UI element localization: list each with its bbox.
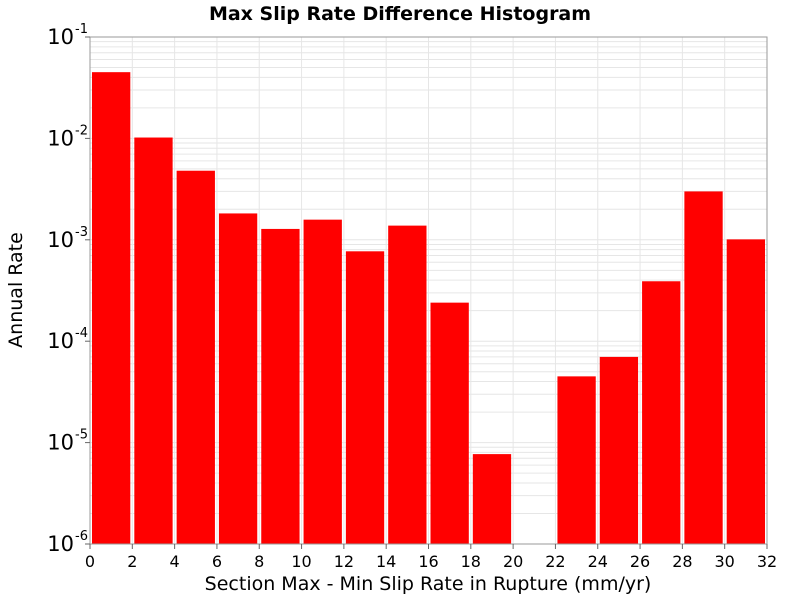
bar — [345, 251, 385, 544]
x-tick-label: 14 — [376, 552, 396, 571]
bar — [92, 72, 131, 545]
x-axis-label: Section Max - Min Slip Rate in Rupture (… — [205, 573, 652, 595]
y-tick-label: 10 — [47, 126, 74, 150]
x-tick-label: 12 — [334, 552, 354, 571]
x-tick-label: 28 — [672, 552, 692, 571]
bar — [557, 376, 596, 544]
x-tick-label: 32 — [757, 552, 777, 571]
y-axis-label: Annual Rate — [5, 232, 27, 348]
x-tick-label: 6 — [212, 552, 222, 571]
x-tick-label: 4 — [170, 552, 180, 571]
y-axis-ticks: 10-610-510-410-310-210-1 — [47, 22, 90, 556]
bar — [303, 219, 342, 544]
y-tick-label: 10 — [47, 431, 74, 455]
bar — [388, 225, 427, 544]
x-tick-label: 8 — [254, 552, 264, 571]
bars — [92, 72, 765, 545]
bar — [430, 302, 469, 544]
bar — [134, 137, 173, 544]
x-tick-label: 20 — [503, 552, 523, 571]
bar — [218, 213, 258, 544]
y-tick-label: 10 — [47, 532, 74, 556]
chart-title: Max Slip Rate Difference Histogram — [209, 3, 591, 25]
x-tick-label: 30 — [715, 552, 735, 571]
bar — [599, 356, 639, 544]
bar — [642, 281, 681, 544]
y-tick-label: 10 — [47, 228, 74, 252]
y-tick-exponent: -5 — [75, 428, 88, 443]
bar — [472, 454, 512, 544]
bar — [684, 191, 723, 544]
x-tick-label: 2 — [127, 552, 137, 571]
y-tick-exponent: -2 — [75, 123, 88, 138]
bar — [261, 228, 300, 545]
x-tick-label: 24 — [588, 552, 608, 571]
y-tick-exponent: -1 — [75, 22, 88, 37]
x-tick-label: 0 — [85, 552, 95, 571]
x-axis-ticks: 0 2 4 6 8 10 12 14 16 18 20 22 24 26 28 30 32 — [85, 544, 777, 571]
bar — [726, 239, 765, 544]
y-tick-exponent: -3 — [75, 225, 88, 240]
x-tick-label: 10 — [291, 552, 311, 571]
bar — [176, 170, 215, 544]
x-tick-label: 18 — [461, 552, 481, 571]
y-tick-label: 10 — [47, 329, 74, 353]
x-tick-label: 26 — [630, 552, 650, 571]
y-tick-exponent: -4 — [75, 326, 88, 341]
y-tick-exponent: -6 — [75, 529, 88, 544]
x-tick-label: 16 — [418, 552, 438, 571]
x-tick-label: 22 — [545, 552, 565, 571]
y-tick-label: 10 — [47, 25, 74, 49]
